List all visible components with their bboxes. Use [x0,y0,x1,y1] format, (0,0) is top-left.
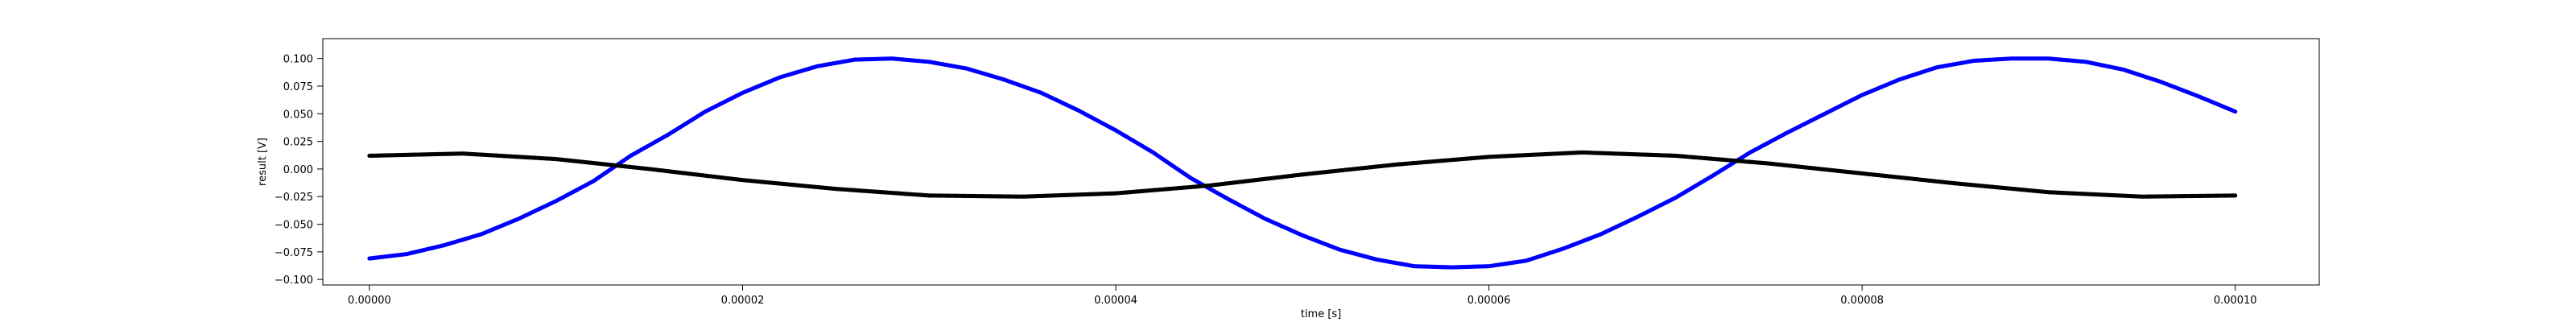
x-tick-label: 0.00010 [2214,295,2257,307]
y-tick-label: 0.050 [283,109,313,121]
y-tick-label: −0.025 [275,192,313,204]
x-axis-label: time [s] [1301,308,1341,320]
x-tick-label: 0.00000 [348,295,391,307]
y-tick-label: 0.075 [283,81,313,93]
x-tick-label: 0.00004 [1094,295,1137,307]
data-point [2233,193,2238,198]
y-tick-label: 0.000 [283,164,313,176]
x-tick-label: 0.00008 [1840,295,1884,307]
y-tick-label: 0.025 [283,137,313,149]
y-tick-label: −0.100 [275,275,313,287]
plot-frame [322,38,2320,286]
data-point [2233,109,2238,114]
y-axis: 0.100 0.075 0.050 0.025 0.000 −0.025 −0.050 −0.… [275,54,323,287]
series-layer [367,56,2238,270]
y-tick-label: −0.075 [275,247,313,259]
x-axis: 0.00000 0.00002 0.00004 0.00006 0.00008 0.000… [348,285,2257,307]
x-tick-label: 0.00002 [721,295,765,307]
y-axis-label: result [V] [257,138,269,186]
y-tick-label: 0.100 [283,54,313,66]
series-1 [367,56,2238,270]
y-tick-label: −0.050 [275,220,313,232]
series-2 [367,150,2238,199]
x-tick-label: 0.00006 [1468,295,1511,307]
